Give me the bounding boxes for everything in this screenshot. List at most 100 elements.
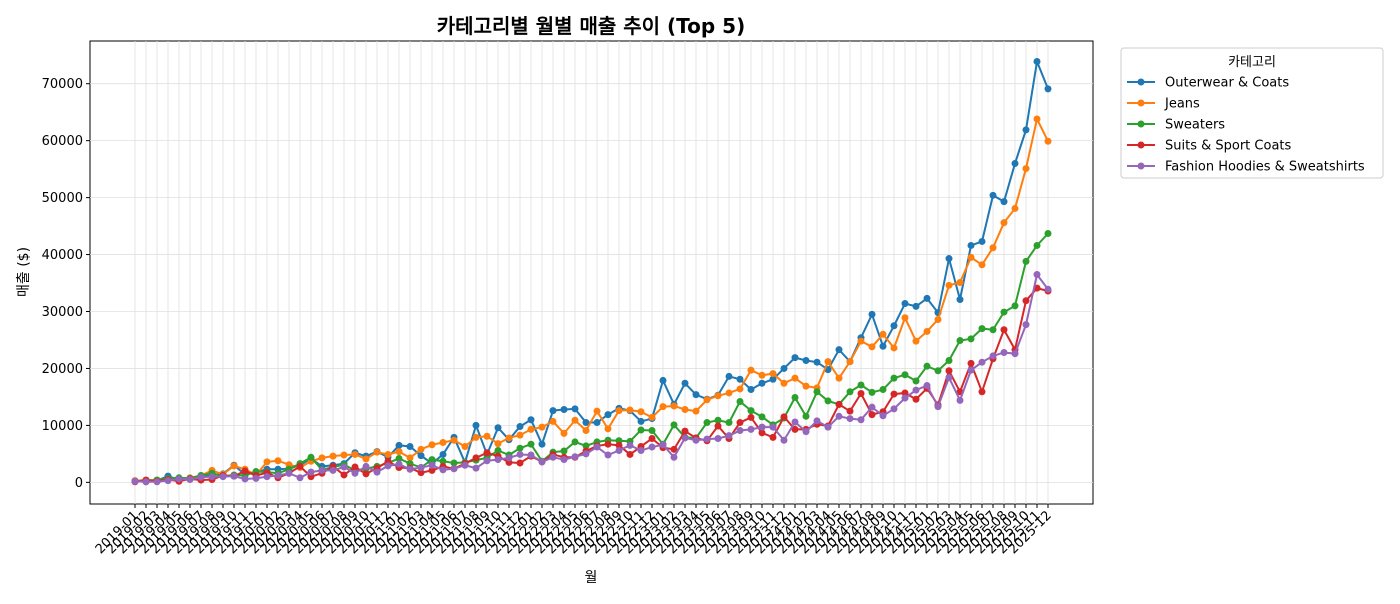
data-point	[912, 377, 920, 385]
data-point	[153, 478, 161, 486]
data-point	[1044, 229, 1052, 237]
data-point	[307, 453, 315, 461]
data-point	[890, 390, 898, 398]
data-point	[494, 424, 502, 432]
data-point	[978, 237, 986, 245]
data-point	[978, 261, 986, 269]
data-point	[901, 300, 909, 308]
y-tick-label: 10000	[42, 419, 83, 434]
data-point	[967, 335, 975, 343]
data-point	[967, 359, 975, 367]
data-point	[736, 419, 744, 427]
data-point	[296, 462, 304, 470]
data-point	[549, 407, 557, 415]
data-point	[1000, 219, 1008, 227]
data-point	[604, 440, 612, 448]
data-point	[395, 448, 403, 456]
data-point	[802, 428, 810, 436]
data-point	[604, 411, 612, 419]
data-point	[472, 433, 480, 441]
legend-title: 카테고리	[1228, 55, 1276, 70]
data-point	[912, 337, 920, 345]
data-point	[890, 344, 898, 352]
legend-marker	[1137, 120, 1145, 128]
data-point	[329, 452, 337, 460]
data-point	[923, 294, 931, 302]
data-point	[296, 474, 304, 482]
data-point	[791, 374, 799, 382]
data-point	[560, 429, 568, 437]
data-point	[747, 386, 755, 394]
data-point	[428, 441, 436, 449]
data-point	[384, 450, 392, 458]
data-point	[549, 453, 557, 461]
data-point	[747, 407, 755, 415]
data-point	[703, 435, 711, 443]
data-point	[802, 356, 810, 364]
data-point	[923, 327, 931, 335]
data-point	[813, 388, 821, 396]
data-point	[978, 358, 986, 366]
data-point	[604, 425, 612, 433]
data-point	[230, 472, 238, 480]
data-point	[472, 454, 480, 462]
data-point	[340, 463, 348, 471]
data-point	[1033, 270, 1041, 278]
y-tick-label: 50000	[42, 191, 83, 206]
data-point	[945, 356, 953, 364]
data-point	[703, 396, 711, 404]
data-point	[747, 413, 755, 421]
data-point	[373, 448, 381, 456]
data-point	[538, 440, 546, 448]
data-point	[857, 381, 865, 389]
data-point	[340, 451, 348, 459]
data-point	[769, 433, 777, 441]
data-point	[571, 438, 579, 446]
data-point	[395, 441, 403, 449]
data-point	[989, 191, 997, 199]
data-point	[736, 397, 744, 405]
data-point	[901, 314, 909, 322]
data-point	[692, 436, 700, 444]
data-point	[670, 421, 678, 429]
y-tick-label: 0	[75, 476, 83, 491]
data-point	[439, 457, 447, 465]
data-point	[835, 374, 843, 382]
data-point	[340, 471, 348, 479]
data-point	[1033, 58, 1041, 66]
data-point	[1011, 159, 1019, 167]
data-point	[362, 455, 370, 463]
data-point	[230, 462, 238, 470]
data-point	[263, 458, 271, 466]
data-point	[516, 459, 524, 467]
data-point	[417, 452, 425, 460]
data-point	[747, 425, 755, 433]
data-point	[813, 417, 821, 425]
data-point	[186, 476, 194, 484]
data-point	[912, 386, 920, 394]
data-point	[835, 412, 843, 420]
data-point	[626, 406, 634, 414]
data-point	[780, 364, 788, 372]
data-point	[560, 405, 568, 413]
data-point	[1033, 241, 1041, 249]
data-point	[527, 416, 535, 424]
data-point	[483, 457, 491, 465]
data-point	[692, 407, 700, 415]
data-point	[318, 454, 326, 462]
data-point	[868, 343, 876, 351]
data-point	[516, 431, 524, 439]
x-axis-label: 월	[585, 570, 598, 586]
y-tick-label: 70000	[42, 77, 83, 92]
data-point	[648, 413, 656, 421]
data-point	[659, 441, 667, 449]
data-point	[692, 391, 700, 399]
data-point	[131, 477, 139, 485]
data-point	[241, 467, 249, 475]
data-point	[164, 477, 172, 485]
data-point	[593, 407, 601, 415]
data-point	[714, 435, 722, 443]
data-point	[615, 446, 623, 454]
data-point	[516, 450, 524, 458]
data-point	[582, 419, 590, 427]
